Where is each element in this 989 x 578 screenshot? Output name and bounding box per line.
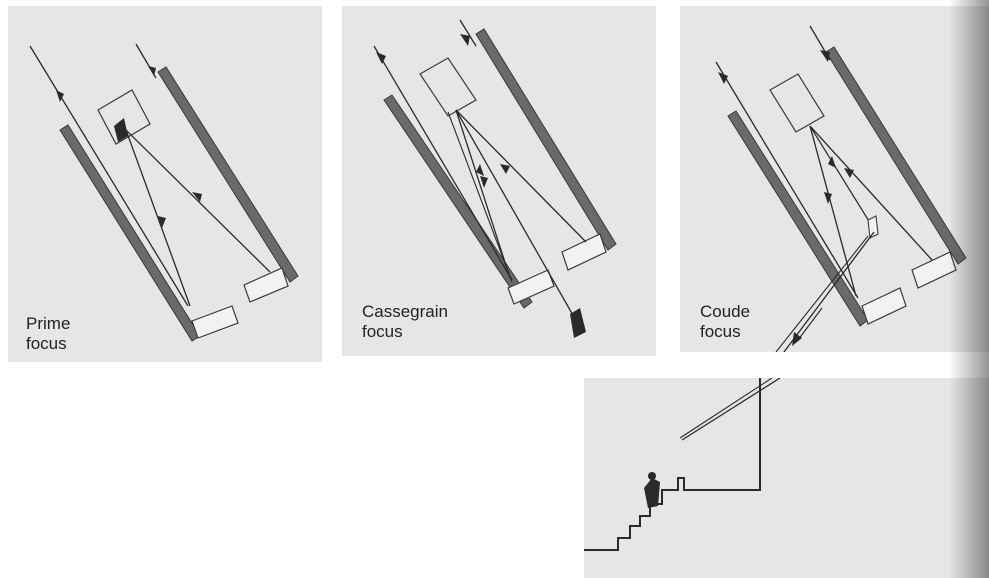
secondary-mirror-housing (420, 58, 476, 116)
tube-wall-right (476, 29, 616, 250)
coude-room-panel (584, 378, 989, 578)
coude-beam-arrow-line (798, 308, 822, 340)
arrow-head (148, 66, 156, 76)
prime-focus-panel: Prime focus (8, 6, 322, 362)
arrow-head (500, 164, 510, 174)
observer-head (648, 472, 656, 480)
secondary-mirror-housing (770, 74, 824, 132)
tube-wall-left (728, 111, 868, 326)
arrow-head (820, 50, 830, 62)
coude-diagonal-mirror (868, 216, 878, 238)
cassegrain-focus-panel: Cassegrain focus (342, 6, 656, 356)
primary-mirror-left (508, 270, 554, 304)
coude-focus-panel: Coude focus (680, 6, 989, 352)
coude-focus-diagram (680, 6, 989, 352)
arrow-head (844, 168, 854, 178)
prime-focus-label: Prime focus (26, 314, 70, 354)
coude-focus-label: Coude focus (700, 302, 750, 342)
primary-mirror-right (912, 252, 956, 288)
return-ray (810, 126, 872, 226)
cassegrain-focus-label: Cassegrain focus (362, 302, 448, 342)
arrow-head (376, 52, 386, 64)
coude-room-floor-and-stairs (584, 378, 760, 550)
coude-room-diagram (584, 378, 989, 578)
incoming-ray-left (30, 46, 188, 306)
coude-beam (682, 378, 780, 440)
prime-focus-diagram (8, 6, 322, 362)
observer-at-cassegrain-focus (570, 308, 586, 338)
arrow-head (460, 34, 470, 46)
tube-wall-right (158, 67, 298, 282)
primary-mirror-left (192, 306, 238, 338)
arrow-head (480, 176, 488, 188)
primary-mirror-left (862, 288, 906, 324)
tube-wall-right (826, 47, 966, 264)
primary-mirror-right (244, 268, 288, 302)
observer-in-coude-room (644, 478, 660, 508)
reflected-ray (456, 110, 510, 278)
tube-wall-left (60, 125, 200, 341)
coude-beam (680, 378, 772, 438)
